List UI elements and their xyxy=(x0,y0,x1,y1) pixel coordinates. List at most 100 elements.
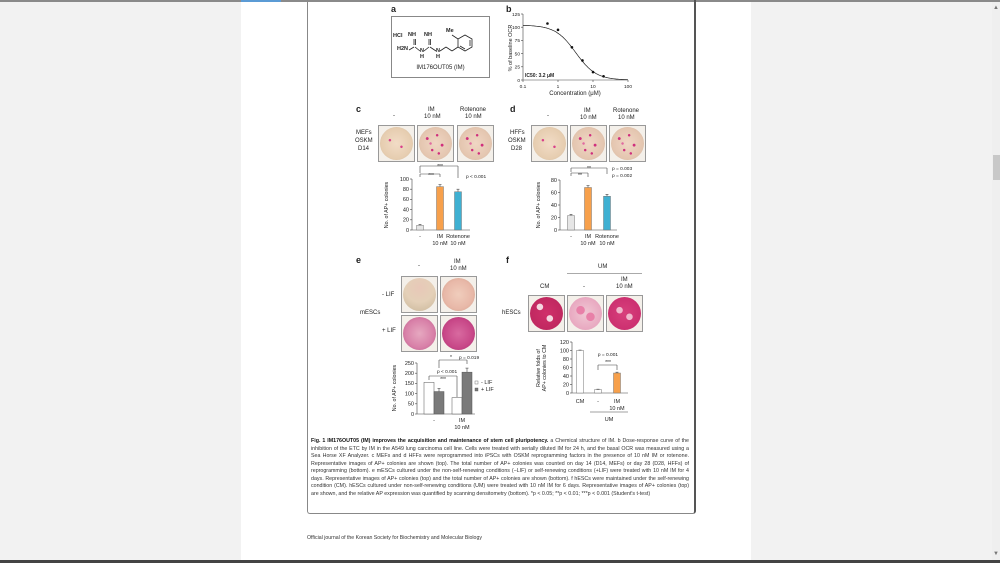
bar xyxy=(584,187,592,231)
significance-marker: *** xyxy=(605,360,611,366)
x-tick-label: IM xyxy=(585,234,592,240)
col-header-rotenone: Rotenone xyxy=(460,107,487,113)
y-tick-label: 60 xyxy=(551,190,557,196)
colony-dish-image xyxy=(567,295,604,332)
bar xyxy=(576,350,584,394)
p-value: p = 0.001 xyxy=(598,352,618,358)
y-tick-label: 20 xyxy=(563,382,569,388)
panel-label-f: f xyxy=(506,255,509,265)
n-label-2: N xyxy=(436,48,440,54)
col-header-im-dose: 10 nM xyxy=(450,266,467,272)
y-tick-label: 150 xyxy=(405,381,414,387)
y-tick-label: 100 xyxy=(405,391,414,397)
x-tick-label: 10 nM xyxy=(599,241,615,247)
col-header-control: - xyxy=(547,113,549,119)
y-tick-label: 50 xyxy=(408,402,414,408)
x-tick-label: - xyxy=(570,234,572,240)
y-axis-label: No. of AP+ colonies xyxy=(392,364,398,411)
y-tick-label: 75 xyxy=(515,38,521,44)
x-tick-label: 10 nM xyxy=(454,425,470,431)
y-tick-label: 100 xyxy=(560,348,569,354)
significance-marker: ** xyxy=(587,166,591,172)
colony-dish-image xyxy=(417,125,454,162)
bar xyxy=(461,371,473,415)
n-label-1: N xyxy=(420,48,424,54)
x-tick-label: 100 xyxy=(624,84,632,90)
col-header-control: - xyxy=(583,284,585,290)
nh-label-left: NH xyxy=(408,32,416,38)
y-tick-label: 200 xyxy=(405,371,414,377)
vertical-scrollbar[interactable]: ▲ ▼ xyxy=(992,2,1000,560)
chemical-structure xyxy=(408,34,473,52)
methyl-label: Me xyxy=(446,28,454,34)
y-tick-label: 20 xyxy=(551,215,557,221)
y-tick-label: 20 xyxy=(403,218,409,224)
row-label-plus-lif: + LIF xyxy=(382,328,396,334)
data-point xyxy=(546,22,549,25)
hcl-label: HCl xyxy=(393,33,403,39)
y-tick-label: 100 xyxy=(400,177,409,183)
y-tick-label: 0 xyxy=(517,78,520,84)
data-point xyxy=(556,28,560,32)
x-tick-label: IM xyxy=(459,418,466,424)
y-tick-label: 50 xyxy=(515,51,521,57)
col-header-rotenone-dose: 10 nM xyxy=(465,114,482,120)
bar xyxy=(433,391,445,415)
colony-dish-image xyxy=(531,125,568,162)
bar xyxy=(454,191,462,231)
colony-dish-image xyxy=(570,125,607,162)
caption-title: Fig. 1 IM176OUT05 (IM) improves the acqu… xyxy=(311,438,549,444)
legend-swatch xyxy=(474,380,479,385)
data-point xyxy=(570,45,574,49)
colony-dish-image xyxy=(440,276,477,313)
compound-name: IM176OUT05 (IM) xyxy=(416,65,465,71)
col-header-im-dose: 10 nM xyxy=(580,115,597,121)
y-axis-label: AP+ colonies to CM xyxy=(542,345,548,392)
fit-curve xyxy=(523,25,628,81)
y-tick-label: 80 xyxy=(563,357,569,363)
x-axis-label: Concentration (μM) xyxy=(549,91,600,97)
x-tick-label: Rotenone xyxy=(595,234,619,240)
y-tick-label: 80 xyxy=(403,187,409,193)
y-tick-label: 25 xyxy=(515,65,521,71)
arrow-down-icon[interactable]: ▼ xyxy=(993,551,999,557)
document-page xyxy=(241,2,751,560)
window-bottom-bar xyxy=(0,560,1000,563)
y-tick-label: 120 xyxy=(560,340,569,346)
active-page-indicator xyxy=(241,0,281,2)
panel-label-c: c xyxy=(356,104,362,114)
scrollbar-thumb[interactable] xyxy=(993,155,1000,180)
y-tick-label: 60 xyxy=(563,365,569,371)
col-header-control: - xyxy=(393,113,395,119)
colony-dish-image xyxy=(378,125,415,162)
row-label-cells: HFFs xyxy=(510,130,525,136)
significance-marker: * xyxy=(450,355,452,361)
bar xyxy=(436,186,444,231)
col-header-rotenone: Rotenone xyxy=(613,108,640,114)
x-tick-label: 10 nM xyxy=(609,406,625,412)
h-label-1: H xyxy=(420,54,424,60)
x-tick-label: - xyxy=(419,234,421,240)
col-header-im: IM xyxy=(428,107,435,113)
bar xyxy=(613,372,621,394)
p-value: p = 0.002 xyxy=(612,173,632,179)
colony-dish-image xyxy=(440,315,477,352)
arrow-up-icon[interactable]: ▲ xyxy=(993,5,999,11)
col-header-cm: CM xyxy=(540,284,550,290)
y-tick-label: 0 xyxy=(566,391,569,397)
x-tick-label: - xyxy=(433,418,435,424)
data-point xyxy=(591,70,595,74)
y-tick-label: 40 xyxy=(563,374,569,380)
page-footer: Official journal of the Korean Society f… xyxy=(307,535,482,541)
data-point xyxy=(581,59,584,62)
row-label-day: D28 xyxy=(511,146,523,152)
x-tick-label: 10 nM xyxy=(450,241,466,247)
row-label-factors: OSKM xyxy=(355,138,373,144)
significance-marker: *** xyxy=(437,164,443,170)
col-header-rotenone-dose: 10 nM xyxy=(618,115,635,121)
y-axis-label: No. of AP+ colonies xyxy=(384,181,390,228)
x-tick-label: - xyxy=(597,399,599,405)
row-label-cells: MEFs xyxy=(356,130,372,136)
data-point xyxy=(602,75,605,78)
